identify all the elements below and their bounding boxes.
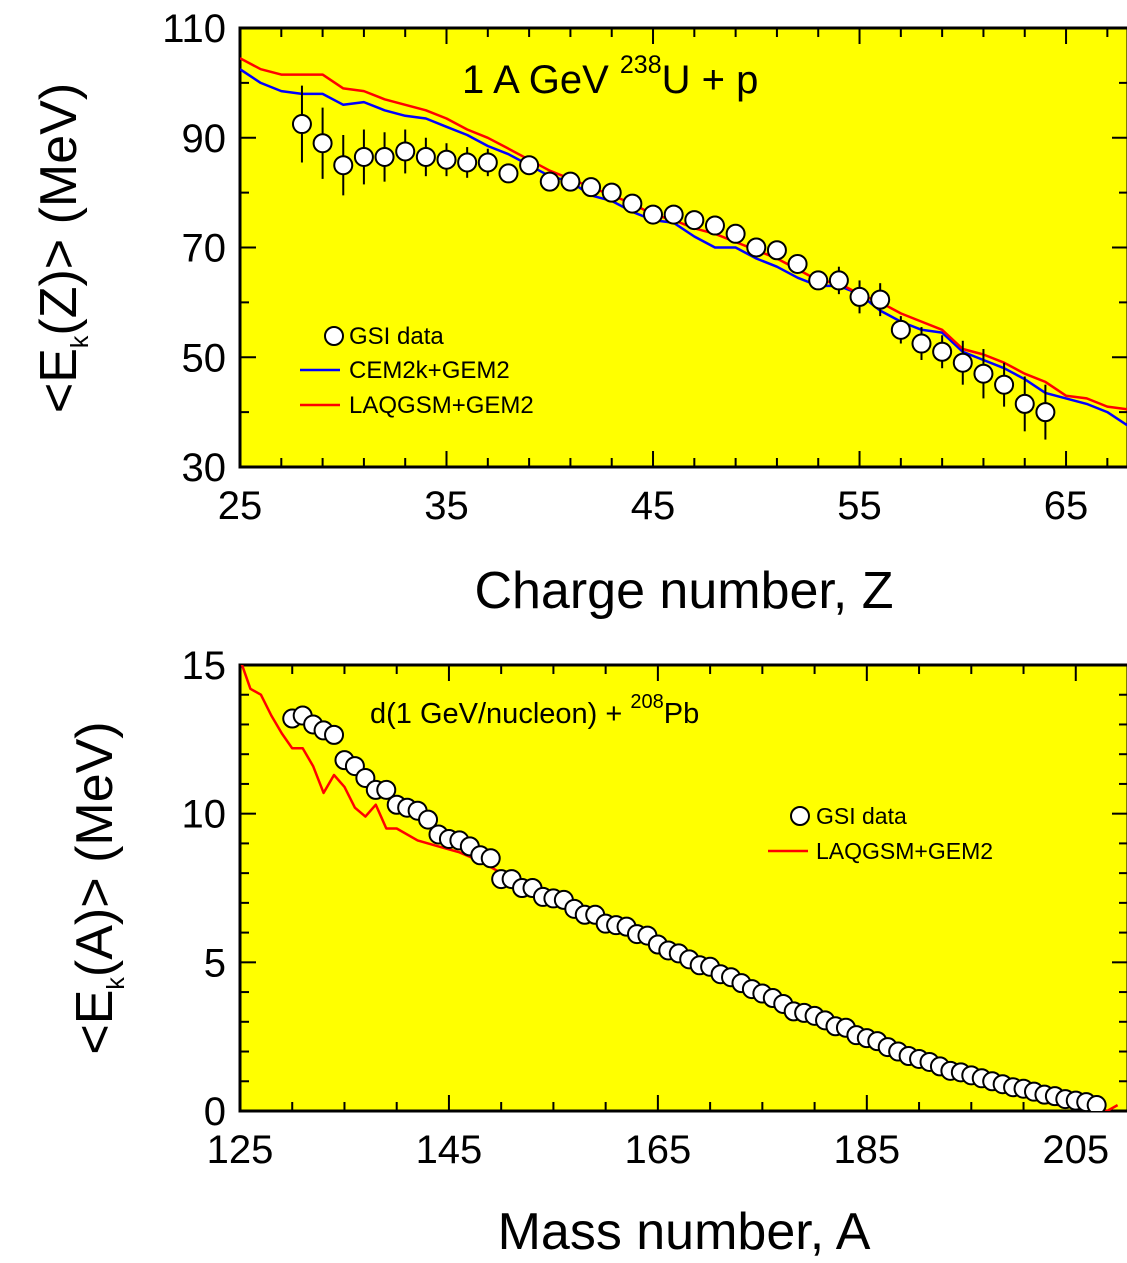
legend-label-laq: LAQGSM+GEM2 bbox=[349, 392, 534, 419]
data-point bbox=[1035, 402, 1056, 423]
data-point bbox=[353, 146, 374, 167]
mass-title: d(1 GeV/nucleon) + 208Pb bbox=[370, 691, 699, 730]
legend-label-gsi-mass: GSI data bbox=[816, 803, 907, 829]
data-point bbox=[725, 223, 746, 244]
charge-panel: 25 35 45 55 65 30 50 70 90 110 1 A GeV 238U + p G… bbox=[30, 7, 1127, 620]
data-point bbox=[890, 319, 911, 340]
data-point bbox=[291, 114, 312, 135]
y-tick-label: 90 bbox=[182, 117, 227, 161]
charge-ticks: 25 35 45 55 65 30 50 70 90 110 bbox=[162, 7, 1127, 528]
data-point bbox=[766, 240, 787, 261]
data-point bbox=[1086, 1095, 1107, 1111]
charge-y-label: <Ek(Z)> (MeV) bbox=[30, 83, 94, 413]
data-point bbox=[324, 724, 345, 745]
data-point bbox=[415, 146, 436, 167]
data-point bbox=[601, 182, 622, 203]
mass-series bbox=[240, 665, 1119, 1111]
series-line-laqgsm-gem2 bbox=[240, 57, 1127, 411]
data-point bbox=[581, 177, 602, 198]
data-point bbox=[480, 848, 501, 869]
data-point bbox=[994, 374, 1015, 395]
charge-title: 1 A GeV 238U + p bbox=[462, 51, 758, 102]
legend-marker-gsi bbox=[324, 326, 344, 346]
x-tick-label: 205 bbox=[1042, 1128, 1109, 1172]
data-point bbox=[973, 363, 994, 384]
charge-legend: GSI data CEM2k+GEM2 LAQGSM+GEM2 bbox=[300, 323, 534, 419]
y-tick-label: 15 bbox=[182, 644, 227, 688]
x-tick-label: 45 bbox=[631, 484, 676, 528]
y-tick-label: 5 bbox=[204, 941, 226, 985]
data-point bbox=[312, 133, 333, 154]
x-tick-label: 125 bbox=[207, 1128, 274, 1172]
data-point bbox=[787, 253, 808, 274]
data-point bbox=[374, 146, 395, 167]
data-point bbox=[457, 152, 478, 173]
data-point bbox=[436, 149, 457, 170]
data-point bbox=[684, 210, 705, 231]
data-point bbox=[746, 237, 767, 258]
data-point bbox=[849, 286, 870, 307]
x-tick-label: 185 bbox=[833, 1128, 900, 1172]
data-point bbox=[911, 333, 932, 354]
data-point bbox=[395, 141, 416, 162]
data-point bbox=[418, 809, 439, 830]
data-point bbox=[952, 352, 973, 373]
legend-marker-gsi-mass bbox=[790, 806, 810, 826]
data-point bbox=[498, 163, 519, 184]
data-point bbox=[828, 270, 849, 291]
charge-x-label: Charge number, Z bbox=[474, 562, 893, 620]
data-point bbox=[539, 171, 560, 192]
y-tick-label: 70 bbox=[182, 227, 227, 271]
x-tick-label: 65 bbox=[1044, 484, 1089, 528]
data-point bbox=[643, 204, 664, 225]
series-layer bbox=[240, 665, 1119, 1111]
x-tick-label: 165 bbox=[625, 1128, 692, 1172]
legend-label-laq-mass: LAQGSM+GEM2 bbox=[816, 838, 993, 864]
data-point bbox=[333, 155, 354, 176]
y-tick-label: 110 bbox=[162, 7, 226, 51]
data-point bbox=[477, 152, 498, 173]
x-tick-label: 25 bbox=[218, 484, 263, 528]
y-tick-label: 10 bbox=[182, 793, 227, 837]
y-tick-label: 50 bbox=[182, 336, 227, 380]
data-point bbox=[663, 204, 684, 225]
data-point bbox=[560, 171, 581, 192]
x-tick-label: 35 bbox=[424, 484, 469, 528]
data-point bbox=[519, 155, 540, 176]
y-tick-label: 30 bbox=[182, 446, 227, 490]
legend-label-gsi: GSI data bbox=[349, 323, 444, 350]
data-point bbox=[622, 193, 643, 214]
data-point bbox=[704, 215, 725, 236]
mass-y-label: <Ek(A)> (MeV) bbox=[66, 721, 130, 1054]
data-point bbox=[870, 289, 891, 310]
x-tick-label: 145 bbox=[416, 1128, 483, 1172]
data-point bbox=[376, 779, 397, 800]
mass-ticks: 125 145 165 185 205 0 5 10 15 bbox=[182, 644, 1127, 1172]
mass-plot-area bbox=[238, 663, 1127, 1113]
mass-legend: GSI data LAQGSM+GEM2 bbox=[768, 803, 993, 864]
y-tick-label: 0 bbox=[204, 1090, 226, 1134]
mass-panel: 125 145 165 185 205 0 5 10 15 d(1 GeV/nucleon) +… bbox=[66, 644, 1127, 1261]
legend-label-cem: CEM2k+GEM2 bbox=[349, 357, 510, 384]
data-point bbox=[1014, 393, 1035, 414]
series-layer bbox=[240, 57, 1127, 440]
data-point bbox=[932, 341, 953, 362]
charge-series bbox=[240, 57, 1127, 440]
mass-x-label: Mass number, A bbox=[498, 1203, 871, 1261]
data-point bbox=[808, 270, 829, 291]
series-line-cem2k-gem2 bbox=[240, 68, 1127, 427]
x-tick-label: 55 bbox=[837, 484, 882, 528]
